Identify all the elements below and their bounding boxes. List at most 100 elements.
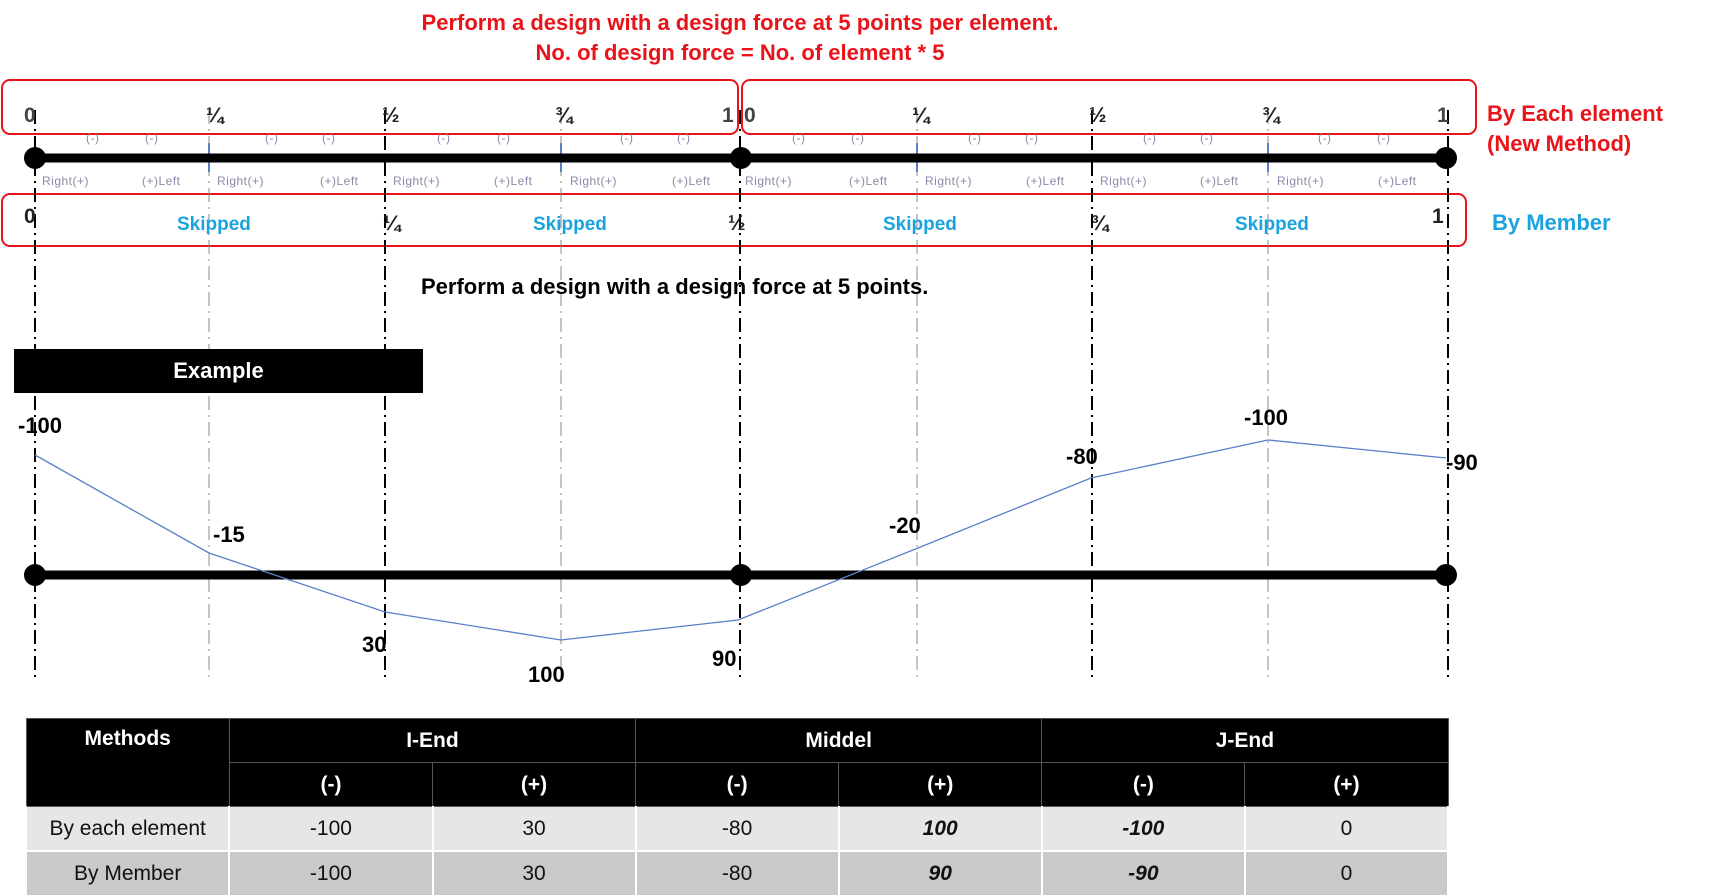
element1-frac-half: ½ bbox=[382, 104, 400, 127]
header-line-1: Perform a design with a design force at … bbox=[421, 10, 1059, 35]
right-plus-label: Right(+) bbox=[1100, 174, 1148, 188]
right-plus-label: Right(+) bbox=[745, 174, 793, 188]
lower-node-2 bbox=[730, 564, 752, 586]
minus-label: (-) bbox=[620, 131, 634, 145]
value-label: -100 bbox=[1244, 405, 1289, 430]
cell-method: By Member bbox=[24, 851, 231, 895]
header-m-neg: (-) bbox=[635, 762, 840, 807]
header-i-pos: (+) bbox=[432, 762, 637, 807]
plus-left-label: (+)Left bbox=[849, 174, 888, 188]
top-node-3 bbox=[1435, 147, 1457, 169]
label-new-method: (New Method) bbox=[1487, 131, 1632, 156]
skipped-label-1: Skipped bbox=[177, 214, 251, 235]
right-plus-label: Right(+) bbox=[42, 174, 90, 188]
member-frac-three-quarter: ¾ bbox=[1091, 212, 1109, 235]
minus-label: (-) bbox=[1377, 131, 1391, 145]
minus-label: (-) bbox=[86, 131, 100, 145]
member-frac-1: 1 bbox=[1432, 205, 1444, 228]
label-by-member: By Member bbox=[1492, 210, 1611, 235]
major-guides bbox=[34, 110, 1449, 680]
plus-left-label: (+)Left bbox=[494, 174, 533, 188]
minus-label: (-) bbox=[1200, 131, 1214, 145]
label-by-each-element: By Each element bbox=[1487, 101, 1664, 126]
minus-label: (-) bbox=[968, 131, 982, 145]
right-plus-label: Right(+) bbox=[1277, 174, 1325, 188]
element1-frac-0: 0 bbox=[24, 104, 36, 127]
element1-frac-1: 1 bbox=[722, 104, 734, 127]
header-middle: Middel bbox=[635, 718, 1043, 763]
plus-left-label: (+)Left bbox=[1026, 174, 1065, 188]
cell-j-neg: -90 bbox=[1040, 851, 1246, 895]
subtitle: Perform a design with a design force at … bbox=[421, 274, 929, 299]
cell-j-pos: 0 bbox=[1243, 851, 1450, 895]
plus-left-label: (+)Left bbox=[1378, 174, 1417, 188]
cell-j-neg: -100 bbox=[1040, 806, 1246, 852]
table-header-row-1: Methods I-End Middel J-End bbox=[25, 718, 1449, 807]
member-frac-half: ½ bbox=[728, 212, 746, 235]
right-plus-label: Right(+) bbox=[393, 174, 441, 188]
plus-left-label: (+)Left bbox=[142, 174, 181, 188]
cell-i-neg: -100 bbox=[228, 806, 434, 852]
top-node-2 bbox=[730, 147, 752, 169]
header-line-2: No. of design force = No. of element * 5 bbox=[535, 40, 945, 65]
right-plus-label: Right(+) bbox=[217, 174, 265, 188]
minus-label: (-) bbox=[437, 131, 451, 145]
element2-frac-half: ½ bbox=[1089, 104, 1107, 127]
header-i-end: I-End bbox=[228, 718, 637, 763]
element2-frame bbox=[741, 79, 1477, 135]
table-header-row-2: (-) (+) (-) (+) (-) (+) bbox=[26, 762, 1449, 807]
member-frac-0: 0 bbox=[24, 205, 36, 228]
value-label: -90 bbox=[1446, 450, 1478, 475]
element1-frac-quarter: ¼ bbox=[206, 104, 224, 127]
example-banner: Example bbox=[14, 349, 423, 393]
value-label: -20 bbox=[889, 513, 921, 538]
top-node-1 bbox=[24, 147, 46, 169]
element1-frac-three-quarter: ¾ bbox=[555, 104, 573, 127]
element2-frac-1: 1 bbox=[1437, 104, 1449, 127]
plus-left-label: (+)Left bbox=[672, 174, 711, 188]
lower-node-3 bbox=[1435, 564, 1457, 586]
element2-frac-three-quarter: ¾ bbox=[1262, 104, 1280, 127]
cell-m-neg: -80 bbox=[634, 851, 840, 895]
table-row: By Member -100 30 -80 90 -90 0 bbox=[24, 851, 1450, 895]
minus-label: (-) bbox=[497, 131, 511, 145]
cell-i-pos: 30 bbox=[431, 851, 637, 895]
minus-label: (-) bbox=[265, 131, 279, 145]
minus-label: (-) bbox=[1318, 131, 1332, 145]
skipped-label-3: Skipped bbox=[883, 214, 957, 235]
minus-label: (-) bbox=[792, 131, 806, 145]
comparison-table: Methods I-End Middel J-End (-) (+) (-) (… bbox=[24, 718, 1450, 895]
element1-frame bbox=[1, 79, 739, 135]
value-label: 30 bbox=[362, 632, 387, 657]
value-label: -80 bbox=[1066, 444, 1098, 469]
minus-label: (-) bbox=[851, 131, 865, 145]
lower-node-1 bbox=[24, 564, 46, 586]
header-methods: Methods bbox=[25, 718, 230, 807]
cell-m-neg: -80 bbox=[634, 806, 840, 852]
minus-label: (-) bbox=[1143, 131, 1157, 145]
table-row: By each element -100 30 -80 100 -100 0 bbox=[24, 806, 1450, 852]
element2-frac-quarter: ¼ bbox=[912, 104, 930, 127]
value-label: 90 bbox=[712, 646, 737, 671]
plus-left-label: (+)Left bbox=[320, 174, 359, 188]
header-j-pos: (+) bbox=[1244, 762, 1449, 807]
skipped-label-4: Skipped bbox=[1235, 214, 1309, 235]
minus-label: (-) bbox=[322, 131, 336, 145]
header-m-pos: (+) bbox=[838, 762, 1043, 807]
value-label: 100 bbox=[528, 662, 565, 687]
header-j-end: J-End bbox=[1041, 718, 1449, 763]
right-plus-label: Right(+) bbox=[570, 174, 618, 188]
cell-i-pos: 30 bbox=[431, 806, 637, 852]
member-frame bbox=[1, 193, 1467, 247]
skipped-label-2: Skipped bbox=[533, 214, 607, 235]
value-label: -100 bbox=[18, 413, 63, 438]
minor-guides bbox=[208, 110, 1269, 680]
force-diagram-line bbox=[34, 439, 1447, 641]
cell-i-neg: -100 bbox=[228, 851, 434, 895]
member-frac-quarter: ¼ bbox=[383, 212, 401, 235]
cell-m-pos: 100 bbox=[837, 806, 1043, 852]
right-plus-label: Right(+) bbox=[925, 174, 973, 188]
minus-label: (-) bbox=[677, 131, 691, 145]
cell-method: By each element bbox=[24, 806, 231, 852]
